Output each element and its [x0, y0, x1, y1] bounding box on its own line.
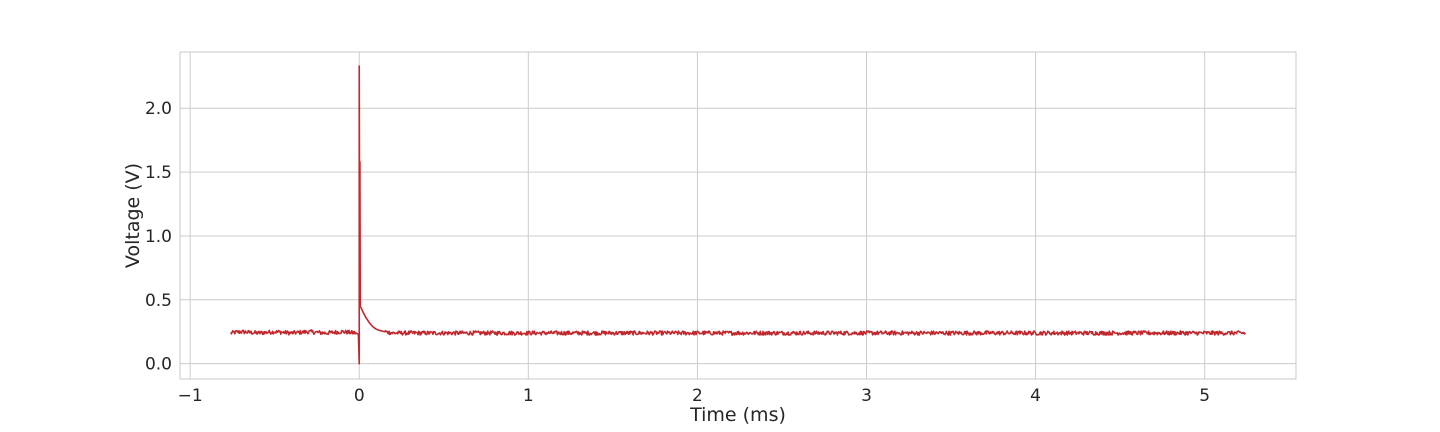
- y-tick-label: 0.5: [145, 291, 172, 311]
- x-tick-label: 4: [1030, 386, 1041, 406]
- x-tick-label: 2: [692, 386, 703, 406]
- x-tick-label: 0: [354, 386, 365, 406]
- y-tick-label: 1.0: [145, 227, 172, 247]
- y-gridlines: [180, 107, 1296, 365]
- x-tick-label: 1: [523, 386, 534, 406]
- y-tick-label: 2.0: [145, 99, 172, 119]
- y-tick-label: 0.0: [145, 355, 172, 375]
- x-tick-labels: −1 0 1 2 3 4 5: [178, 386, 1210, 406]
- y-axis-label: Voltage (V): [122, 163, 144, 268]
- x-axis-label: Time (ms): [689, 404, 786, 426]
- y-tick-labels: 0.0 0.5 1.0 1.5 2.0: [145, 99, 172, 374]
- plot-area-frame: [179, 51, 1297, 380]
- x-tick-label: 5: [1199, 386, 1210, 406]
- series-layer: [230, 65, 1246, 365]
- voltage-series-line: [230, 65, 1246, 365]
- x-tick-label: 3: [861, 386, 872, 406]
- y-tick-label: 1.5: [145, 163, 172, 183]
- x-tick-label: −1: [178, 386, 203, 406]
